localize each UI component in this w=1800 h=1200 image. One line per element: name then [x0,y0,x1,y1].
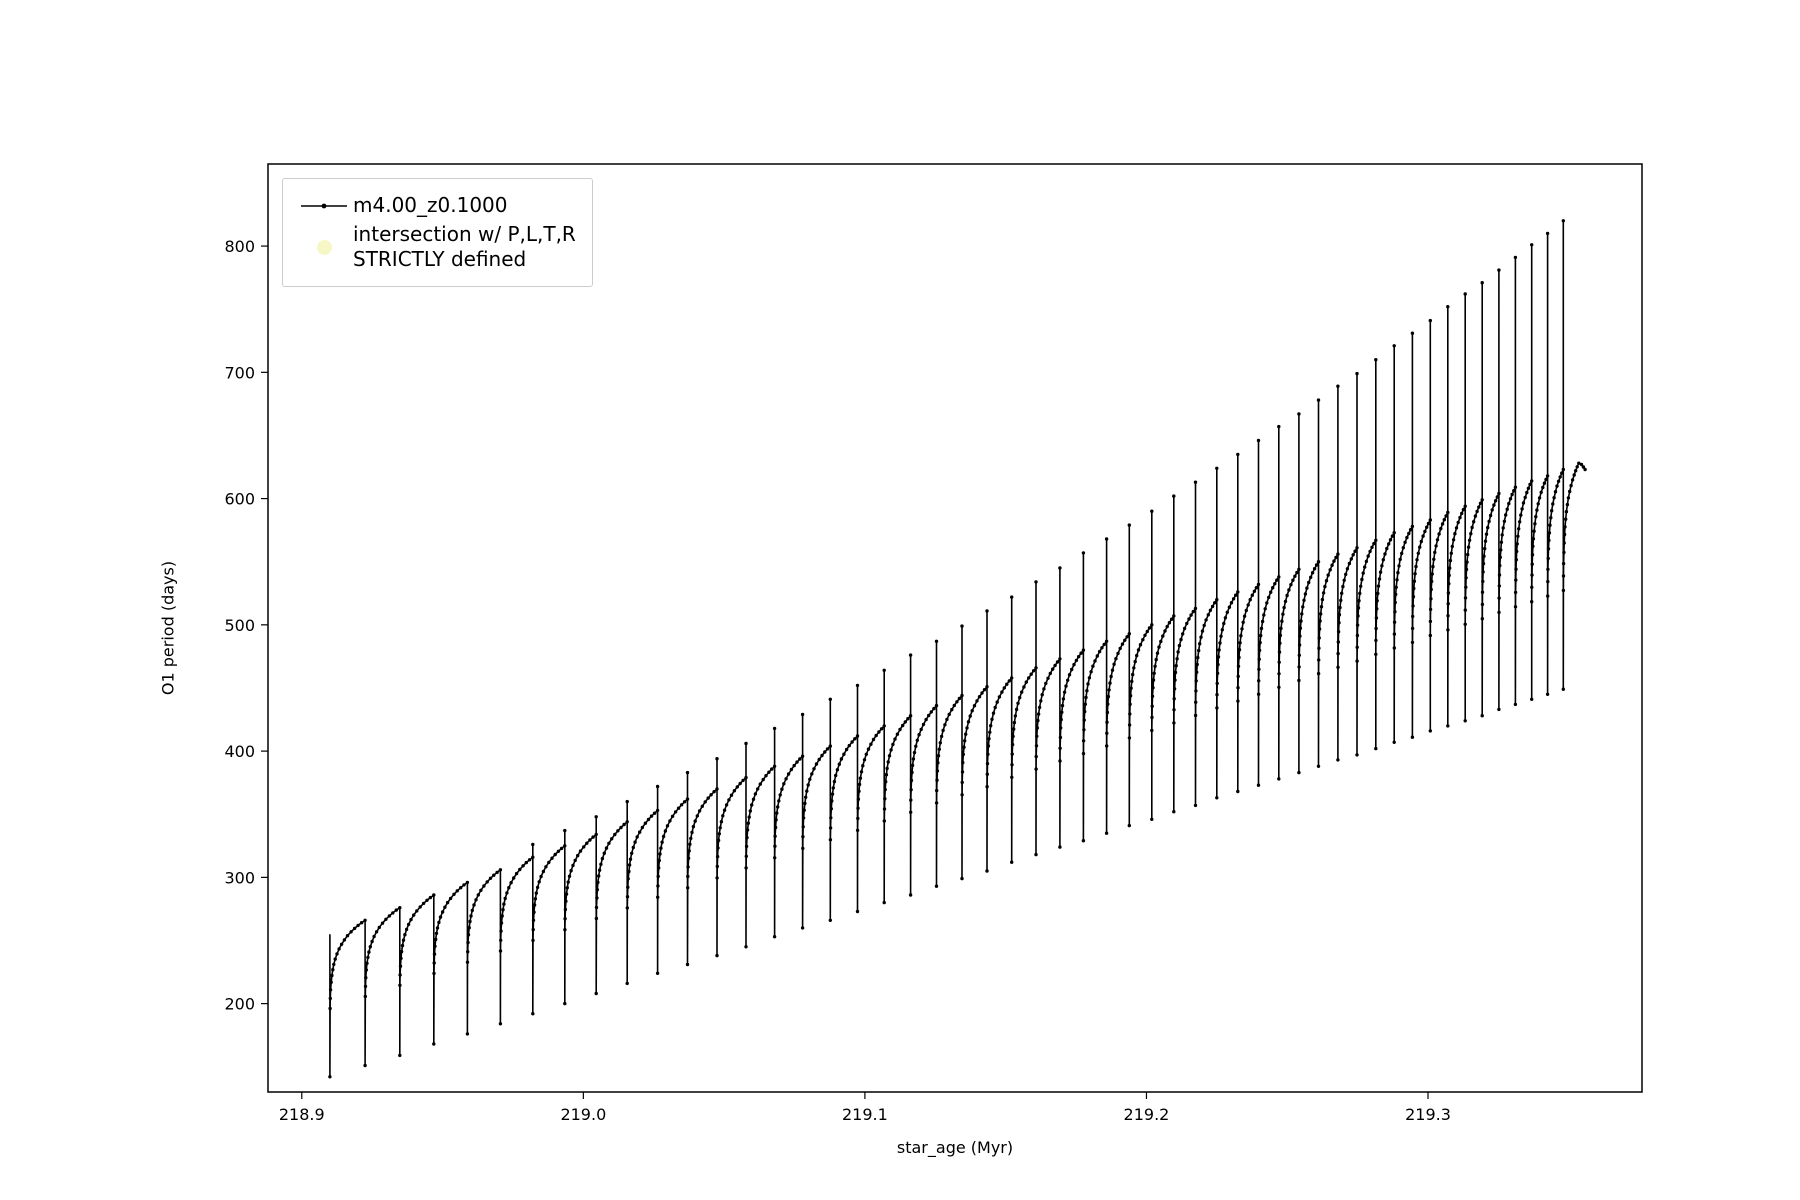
x-axis-label: star_age (Myr) [896,1138,1014,1157]
legend-entry-series: m4.00_z0.1000 [295,193,576,218]
axes-border [267,163,1643,1093]
legend-intersection-label: intersection w/ P,L,T,R STRICTLY defined [353,222,576,272]
x-tick-label: 219.0 [560,1105,606,1124]
legend-entry-intersection: intersection w/ P,L,T,R STRICTLY defined [295,222,576,272]
legend: m4.00_z0.1000 intersection w/ P,L,T,R ST… [282,178,593,287]
y-tick-label: 700 [224,363,255,382]
x-tick-label: 219.3 [1405,1105,1451,1124]
y-tick-label: 300 [224,868,255,887]
x-tick-label: 219.1 [842,1105,888,1124]
y-tick-label: 400 [224,742,255,761]
legend-line-dot-marker-icon [295,199,353,213]
legend-intersection-label-line2: STRICTLY defined [353,247,527,271]
y-tick-label: 500 [224,616,255,635]
legend-series-label: m4.00_z0.1000 [353,193,508,217]
x-tick-label: 218.9 [279,1105,325,1124]
y-tick-label: 600 [224,490,255,509]
y-tick-label: 200 [224,995,255,1014]
y-axis-label: O1 period (days) [158,560,178,696]
series-group [328,219,1587,1079]
legend-circle-marker-icon [295,239,353,255]
y-tick-label: 800 [224,237,255,256]
legend-intersection-label-line1: intersection w/ P,L,T,R [353,222,576,246]
axis-ticks: 218.9 219.0 219.1 219.2 219.3 200 300 400 500 600… [224,237,1450,1124]
series-path [329,220,1586,1078]
x-tick-label: 219.2 [1124,1105,1170,1124]
